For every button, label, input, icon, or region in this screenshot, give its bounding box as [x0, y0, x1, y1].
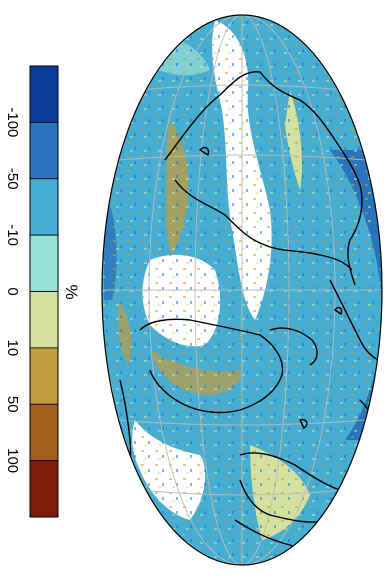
coast-small-1 [199, 146, 210, 156]
colorbar-tick-label: -100 [4, 107, 21, 137]
colorbar-tick-label: 50 [4, 396, 21, 413]
colorbar-tick-label: 0 [4, 287, 21, 295]
coast-small-3 [299, 418, 308, 429]
colorbar-tick-label: -10 [4, 224, 21, 246]
colorbar-frame [29, 65, 59, 518]
colorbar-tick-label: 100 [4, 448, 21, 473]
colorbar-bin [29, 178, 59, 236]
colorbar-bin [29, 460, 59, 518]
coastlines [119, 71, 381, 556]
colorbar-bin [29, 234, 59, 292]
coast-small-2 [334, 306, 343, 315]
coast-eurasia [164, 71, 363, 286]
coast-asia-north [174, 179, 353, 271]
coast-islands-east [329, 279, 379, 361]
colorbar-bin [29, 291, 59, 349]
colorbar-tick-label: -50 [4, 168, 21, 190]
coast-arabia [269, 327, 318, 366]
colorbar-bin [29, 403, 59, 462]
colorbar-bins [29, 65, 59, 518]
colorbar-bin [29, 347, 59, 405]
map [101, 14, 383, 566]
colorbar-unit-label: % [62, 284, 81, 299]
map-boundary [101, 14, 383, 566]
colorbar-tick-label: 10 [4, 340, 21, 357]
coast-africa [139, 318, 284, 414]
colorbar-bin [29, 121, 59, 180]
colorbar-bin [29, 65, 59, 123]
